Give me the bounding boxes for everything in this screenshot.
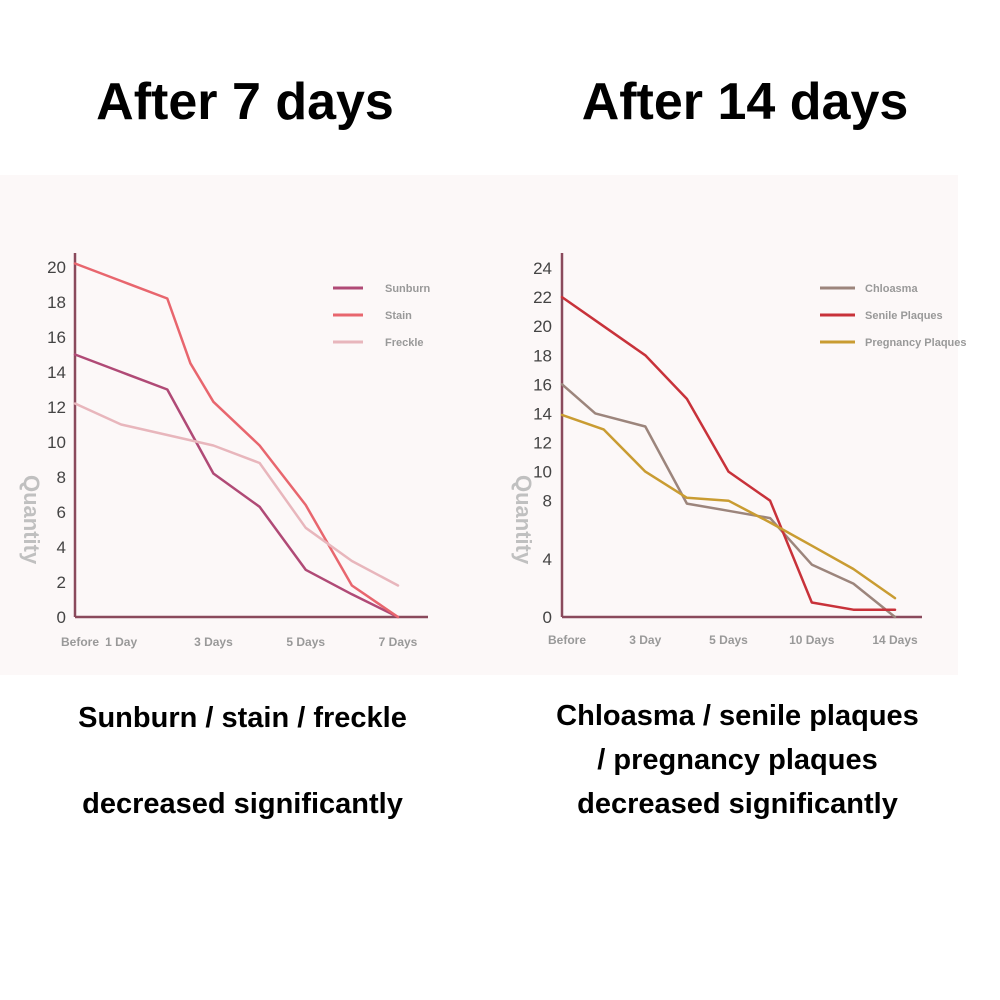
heading-after-14-days: After 14 days [581,73,909,131]
series-line-pregnancy-plaques [560,413,897,600]
chart-background-right [500,175,958,675]
series-line-sunburn [73,353,400,619]
y-tick-label: 12 [533,434,552,453]
y-tick-label: 4 [57,538,66,557]
y-tick-label: 6 [57,503,66,522]
legend-label-stain: Stain [385,310,412,322]
series-line-senile-plaques [560,295,897,611]
y-tick-label: 18 [47,293,66,312]
caption-right-line-3: decreased significantly [577,788,898,820]
y-tick-label: 22 [533,288,552,307]
y-tick-label: 8 [543,492,552,511]
caption-left-line-2: decreased significantly [82,788,403,820]
caption-right: Chloasma / senile plaques / pregnancy pl… [500,694,975,826]
x-tick-label: 7 Days [379,635,418,649]
y-tick-label: 4 [543,550,552,569]
x-tick-label: 5 Days [709,633,748,647]
y-tick-label: 16 [533,375,552,394]
legend-label-chloasma: Chloasma [865,283,918,295]
y-tick-label: 18 [533,346,552,365]
x-tick-label: Before [61,635,99,649]
legend-label-senile-plaques: Senile Plaques [865,310,943,322]
y-axis-label: Quantity [19,475,44,565]
y-tick-label: 14 [533,404,552,423]
x-tick-label: 1 Day [105,635,137,649]
x-tick-label: 3 Day [629,633,661,647]
y-tick-label: 24 [533,259,552,278]
series-line-chloasma [560,383,897,619]
y-tick-label: 0 [57,608,66,627]
chart-14-days: 0 4 8 10 12 14 16 18 20 22 24 Before 3 Day 5 Days 10 D… [511,253,967,647]
y-tick-label: 0 [543,608,552,627]
y-tick-label: 8 [57,468,66,487]
y-tick-label: 20 [533,317,552,336]
caption-right-line-2: / pregnancy plaques [597,744,878,776]
heading-after-7-days: After 7 days [96,73,394,131]
x-tick-label: 10 Days [789,633,835,647]
caption-left-line-1: Sunburn / stain / freckle [78,702,407,734]
y-tick-label: 2 [57,573,66,592]
x-tick-label: Before [548,633,586,647]
y-tick-label: 12 [47,398,66,417]
chart-background-left [0,175,500,675]
y-tick-label: 10 [533,463,552,482]
x-tick-label: 14 Days [872,633,918,647]
y-tick-label: 10 [47,433,66,452]
chart-7-days: 0 2 4 6 8 10 12 14 16 18 20 Before 1 Day 3 Days 5 Days… [19,253,430,649]
legend-label-sunburn: Sunburn [385,283,430,295]
series-line-stain [73,262,400,619]
caption-left: Sunburn / stain / freckle decreased sign… [10,696,475,826]
y-tick-label: 16 [47,328,66,347]
x-tick-label: 5 Days [286,635,325,649]
x-tick-label: 3 Days [194,635,233,649]
legend-label-freckle: Freckle [385,337,424,349]
y-tick-label: 14 [47,363,66,382]
y-axis-label: Quantity [511,475,536,565]
y-tick-label: 20 [47,258,66,277]
legend-label-pregnancy-plaques: Pregnancy Plaques [865,337,967,349]
caption-right-line-1: Chloasma / senile plaques [556,700,919,732]
series-line-freckle [73,402,400,587]
